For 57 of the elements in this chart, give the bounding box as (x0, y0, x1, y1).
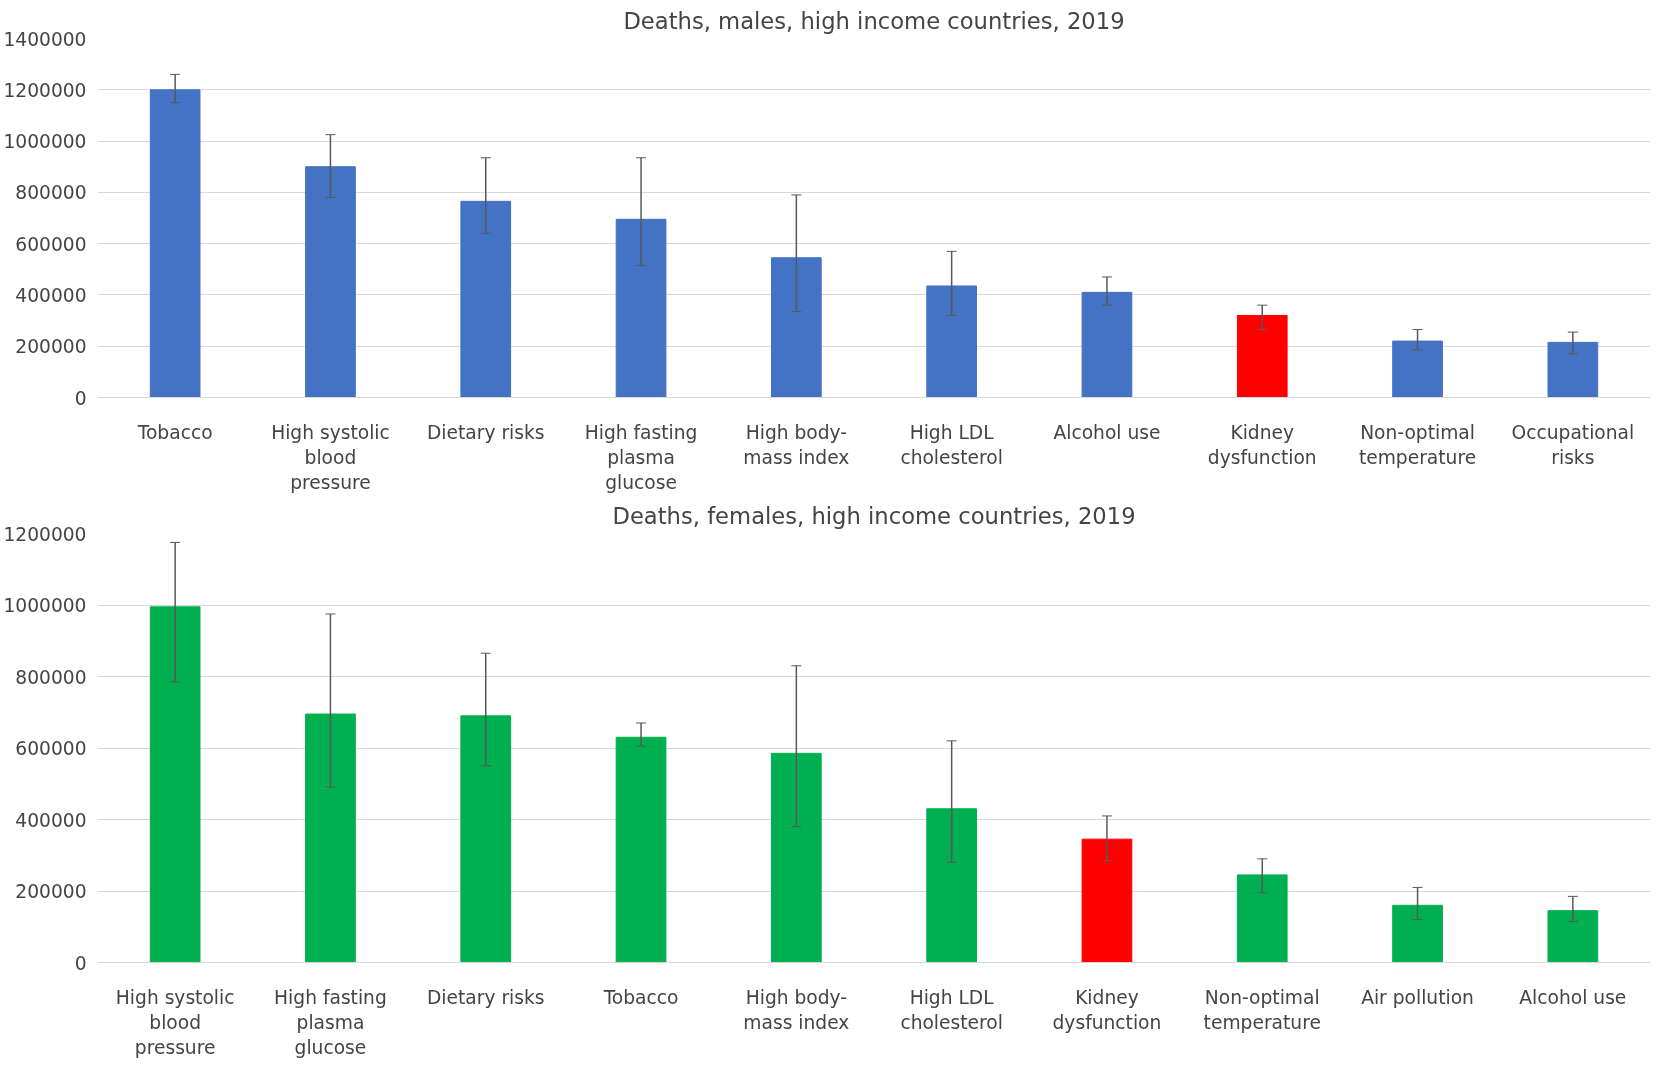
x-tick-label: Alcohol use (1519, 986, 1627, 1008)
y-tick-label: 400000 (15, 284, 87, 306)
x-tick-label: Occupational risks (1511, 421, 1635, 468)
y-tick-label: 1400000 (3, 28, 87, 50)
bar (615, 736, 667, 963)
x-tick-label: Kidney dysfunction (1052, 986, 1162, 1033)
y-tick-label: 800000 (15, 182, 87, 204)
x-tick-label: Non-optimal temperature (1358, 421, 1477, 468)
x-tick-label: Dietary risks (426, 421, 545, 443)
x-tick-label: Dietary risks (426, 986, 545, 1008)
bar (1547, 341, 1599, 398)
x-tick-label: High systolic blood pressure (271, 421, 390, 493)
y-tick-label: 800000 (15, 666, 87, 688)
x-tick-label: Non-optimal temperature (1203, 986, 1321, 1033)
x-tick-label: High fasting plasma glucose (274, 986, 387, 1058)
bar (149, 606, 201, 963)
y-tick-label: 0 (74, 952, 87, 974)
bar (460, 200, 512, 398)
bar (149, 89, 201, 398)
x-tick-label: High systolic blood pressure (115, 986, 235, 1058)
chart-title: Deaths, females, high income countries, 2019 (612, 502, 1136, 529)
y-tick-label: 1000000 (3, 595, 87, 616)
x-tick-label: High LDL cholesterol (900, 986, 1003, 1033)
x-tick-label: Kidney dysfunction (1207, 421, 1317, 468)
chart-title: Deaths, males, high income countries, 2019 (623, 7, 1125, 34)
bar (926, 285, 977, 398)
bar (1547, 910, 1599, 963)
x-tick-label: Tobacco (136, 421, 213, 443)
x-tick-label: High body-mass index (743, 421, 850, 468)
bar (1392, 904, 1443, 963)
x-tick-label: Air pollution (1361, 986, 1474, 1008)
x-tick-label: Tobacco (602, 986, 679, 1008)
bar (771, 752, 822, 963)
bar (771, 257, 822, 398)
bar (1236, 874, 1288, 963)
y-tick-label: 0 (74, 387, 87, 409)
y-tick-label: 1000000 (3, 131, 87, 153)
bar (305, 166, 356, 398)
y-tick-label: 400000 (15, 809, 87, 831)
y-tick-label: 600000 (15, 738, 87, 759)
bar (460, 715, 512, 963)
x-tick-label: Alcohol use (1053, 421, 1161, 443)
bar (615, 218, 667, 398)
y-tick-label: 1200000 (3, 79, 87, 101)
bar (305, 713, 356, 963)
y-tick-label: 1200000 (3, 523, 87, 545)
y-tick-label: 200000 (15, 881, 87, 902)
y-tick-label: 600000 (15, 233, 87, 255)
bar (1081, 838, 1133, 963)
x-tick-label: High body-mass index (743, 986, 850, 1033)
x-tick-label: High LDL cholesterol (900, 421, 1003, 468)
bar (1236, 314, 1288, 398)
x-tick-label: High fasting plasma glucose (584, 421, 698, 493)
y-tick-label: 200000 (15, 336, 87, 358)
bar (1392, 340, 1443, 398)
bar (926, 808, 977, 963)
bar (1081, 291, 1133, 398)
